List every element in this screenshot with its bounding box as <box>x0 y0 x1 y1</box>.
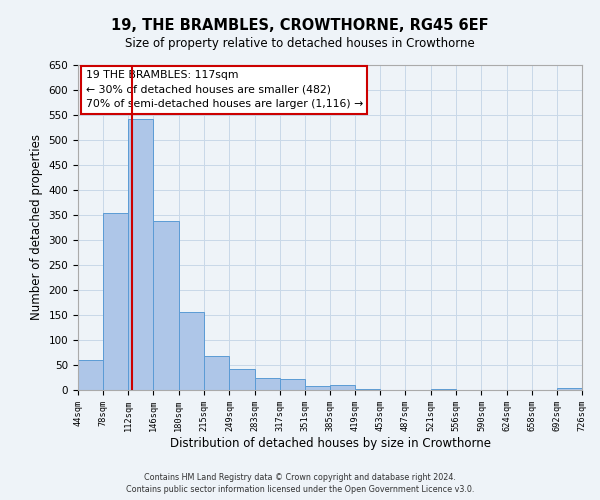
Bar <box>280 379 305 390</box>
Bar <box>179 312 205 390</box>
Bar <box>330 385 355 390</box>
Text: 19 THE BRAMBLES: 117sqm
← 30% of detached houses are smaller (482)
70% of semi-d: 19 THE BRAMBLES: 117sqm ← 30% of detache… <box>86 70 363 110</box>
Bar <box>154 221 179 390</box>
Text: Contains HM Land Registry data © Crown copyright and database right 2024.
Contai: Contains HM Land Registry data © Crown c… <box>126 473 474 494</box>
Bar <box>229 369 254 390</box>
Bar <box>254 378 280 390</box>
Bar <box>78 360 103 390</box>
Text: 19, THE BRAMBLES, CROWTHORNE, RG45 6EF: 19, THE BRAMBLES, CROWTHORNE, RG45 6EF <box>111 18 489 32</box>
Bar <box>557 388 582 390</box>
Bar <box>128 119 154 390</box>
X-axis label: Distribution of detached houses by size in Crowthorne: Distribution of detached houses by size … <box>170 437 491 450</box>
Bar <box>431 389 457 390</box>
Text: Size of property relative to detached houses in Crowthorne: Size of property relative to detached ho… <box>125 38 475 51</box>
Bar <box>355 388 380 390</box>
Bar <box>205 356 229 390</box>
Bar <box>103 212 128 390</box>
Bar <box>305 386 330 390</box>
Y-axis label: Number of detached properties: Number of detached properties <box>30 134 43 320</box>
